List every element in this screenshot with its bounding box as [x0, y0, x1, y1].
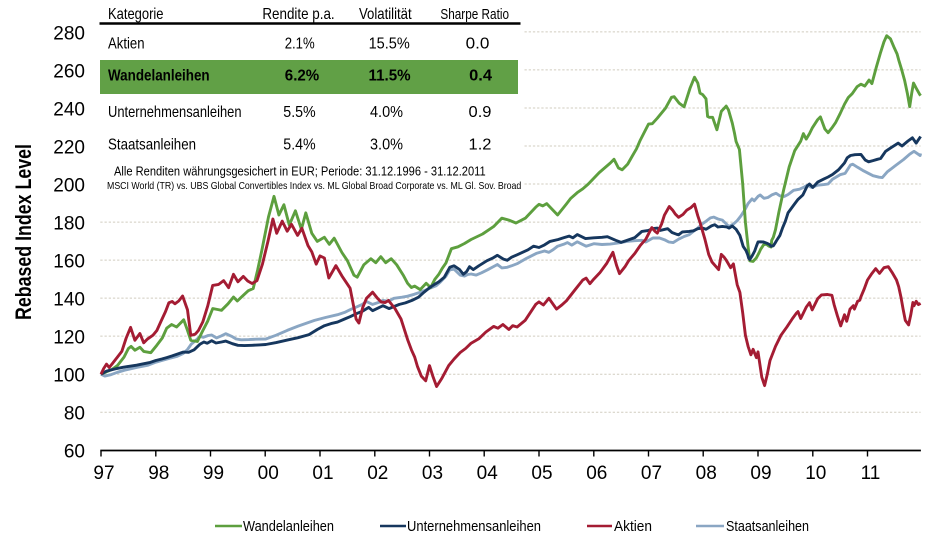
svg-text:15.5%: 15.5%: [369, 36, 410, 53]
svg-text:Kategorie: Kategorie: [108, 6, 164, 23]
svg-text:Aktien: Aktien: [108, 36, 145, 53]
svg-text:160: 160: [53, 252, 85, 273]
svg-text:Alle Renditen währungsgesicher: Alle Renditen währungsgesichert in EUR; …: [114, 164, 486, 179]
svg-text:05: 05: [531, 463, 552, 484]
svg-text:5.5%: 5.5%: [283, 104, 315, 121]
svg-text:08: 08: [696, 463, 717, 484]
svg-text:4.0%: 4.0%: [370, 104, 403, 121]
svg-text:01: 01: [312, 463, 333, 484]
svg-text:200: 200: [53, 176, 85, 197]
svg-text:Rendite p.a.: Rendite p.a.: [262, 6, 334, 23]
svg-text:Wandelanleihen: Wandelanleihen: [108, 68, 210, 85]
svg-text:07: 07: [641, 463, 662, 484]
svg-text:0.9: 0.9: [469, 104, 492, 121]
svg-text:97: 97: [93, 463, 114, 484]
svg-text:98: 98: [148, 463, 169, 484]
svg-text:11: 11: [861, 463, 881, 484]
svg-text:220: 220: [53, 138, 85, 159]
svg-text:60: 60: [64, 442, 85, 463]
svg-text:2.1%: 2.1%: [285, 36, 315, 53]
svg-text:Unternehmensanleihen: Unternehmensanleihen: [407, 519, 541, 535]
svg-text:1.2: 1.2: [469, 137, 492, 154]
svg-text:Aktien: Aktien: [614, 519, 652, 535]
svg-text:Volatilität: Volatilität: [359, 6, 412, 23]
svg-text:80: 80: [64, 404, 85, 425]
svg-text:Rebased Index Level: Rebased Index Level: [11, 144, 36, 320]
svg-text:Unternehmensanleihen: Unternehmensanleihen: [108, 104, 242, 121]
svg-text:09: 09: [750, 463, 771, 484]
svg-text:06: 06: [586, 463, 607, 484]
svg-text:0.0: 0.0: [466, 36, 490, 53]
svg-text:00: 00: [258, 463, 279, 484]
svg-text:10: 10: [805, 463, 826, 484]
svg-text:180: 180: [53, 214, 85, 235]
svg-text:120: 120: [53, 328, 85, 349]
svg-text:04: 04: [477, 463, 499, 484]
svg-text:Staatsanleihen: Staatsanleihen: [108, 137, 196, 154]
svg-text:140: 140: [53, 290, 85, 311]
svg-text:260: 260: [53, 61, 85, 82]
svg-text:11.5%: 11.5%: [369, 68, 411, 85]
svg-text:5.4%: 5.4%: [283, 137, 315, 154]
svg-text:3.0%: 3.0%: [370, 137, 403, 154]
svg-text:Wandelanleihen: Wandelanleihen: [243, 519, 334, 535]
svg-text:Sharpe Ratio: Sharpe Ratio: [440, 6, 509, 23]
svg-text:99: 99: [203, 463, 224, 484]
svg-text:MSCI World (TR) vs. UBS Global: MSCI World (TR) vs. UBS Global Convertib…: [107, 180, 521, 192]
svg-text:100: 100: [53, 366, 85, 387]
svg-text:240: 240: [53, 100, 85, 121]
svg-text:0.4: 0.4: [469, 68, 492, 85]
svg-text:Staatsanleihen: Staatsanleihen: [726, 519, 809, 535]
svg-text:6.2%: 6.2%: [285, 68, 319, 85]
svg-text:02: 02: [367, 463, 388, 484]
svg-text:280: 280: [53, 23, 85, 44]
svg-text:03: 03: [422, 463, 443, 484]
